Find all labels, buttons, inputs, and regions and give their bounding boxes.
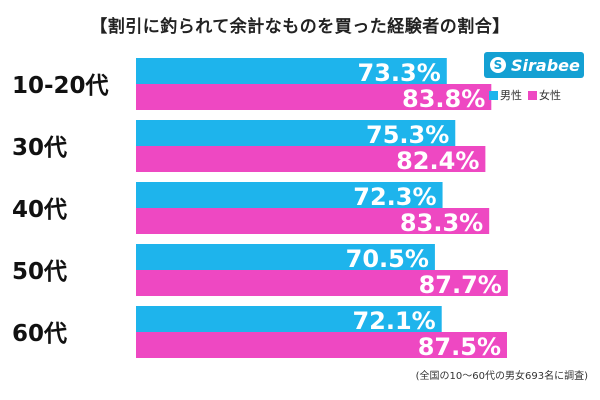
category-label: 50代 (12, 259, 67, 285)
category-label: 40代 (12, 197, 67, 223)
sirabee-logo: S Sirabee (484, 52, 584, 78)
legend-label-male: 男性 (500, 89, 522, 102)
legend-label-female: 女性 (539, 89, 561, 102)
bar-male (136, 58, 447, 84)
bar-male (136, 306, 442, 332)
value-label-female: 82.4% (396, 147, 479, 175)
value-label-male: 70.5% (346, 245, 429, 273)
logo-text: Sirabee (511, 55, 580, 75)
chart-title: 【割引に釣られて余計なものを買った経験者の割合】 (90, 17, 510, 37)
value-label-female: 83.8% (402, 85, 485, 113)
value-label-male: 75.3% (366, 121, 449, 149)
category-label: 10-20代 (12, 73, 109, 99)
value-label-male: 73.3% (358, 59, 441, 87)
legend-swatch-female (528, 90, 537, 100)
value-label-female: 87.7% (419, 271, 502, 299)
bar-male (136, 120, 456, 146)
bar-female (136, 84, 492, 110)
legend-item-female: 女性 (528, 87, 561, 103)
legend-item-male: 男性 (489, 87, 522, 103)
bar-female (136, 332, 507, 358)
category-label: 60代 (12, 321, 67, 347)
category-label: 30代 (12, 135, 67, 161)
logo-mark-icon: S (490, 57, 506, 73)
value-label-male: 72.1% (352, 307, 435, 335)
bar-female (136, 208, 490, 234)
bar-male (136, 244, 435, 270)
value-label-female: 87.5% (418, 333, 501, 361)
bar-female (136, 270, 508, 296)
value-label-female: 83.3% (400, 209, 483, 237)
value-label-male: 72.3% (353, 183, 436, 211)
bar-male (136, 182, 443, 208)
survey-footnote: (全国の10〜60代の男女693名に調査) (415, 371, 588, 382)
legend-swatch-male (489, 90, 498, 100)
bar-female (136, 146, 486, 172)
legend: 男性 女性 (489, 87, 567, 103)
